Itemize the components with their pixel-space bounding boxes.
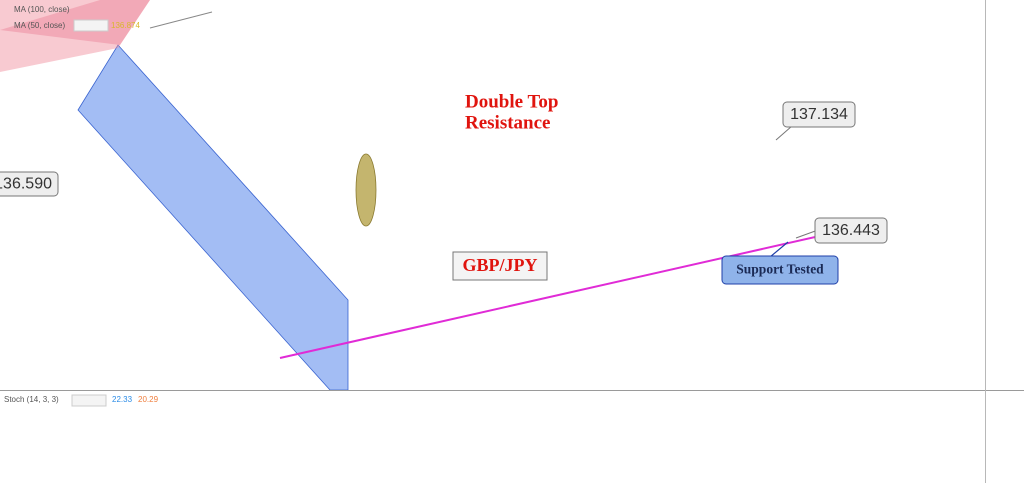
- stoch-d-value: 20.29: [138, 395, 159, 404]
- pair-box: [452, 251, 548, 281]
- legend-buttons[interactable]: [73, 19, 109, 32]
- callout-box: [0, 171, 59, 197]
- pair-label: GBP/JPY: [463, 255, 538, 275]
- callout-pointer: [795, 229, 819, 239]
- support-trendline: [279, 227, 856, 359]
- stoch-k-value: 22.33: [112, 395, 133, 404]
- annotation-resistance: Resistance: [465, 112, 550, 133]
- callout-box: [814, 217, 888, 244]
- support-label: Support Tested: [736, 262, 824, 277]
- callout-pointer: [775, 125, 793, 141]
- legend-buttons[interactable]: [71, 394, 107, 407]
- annotation-double-top: Double Top: [465, 91, 558, 112]
- pointer-line: [149, 11, 213, 29]
- triangle-pattern: [0, 0, 150, 72]
- legend-ma50-value: 136.874: [111, 21, 140, 30]
- callout-box: [782, 101, 856, 128]
- callout-left: 136.590: [0, 176, 52, 193]
- support-arrow: [769, 241, 789, 258]
- descending-channel: [77, 44, 349, 391]
- support-box: [721, 255, 839, 285]
- top-marker: [355, 153, 377, 227]
- legend-ma50: MA (50, close): [14, 21, 65, 30]
- legend-ma100: MA (100, close): [14, 5, 70, 14]
- callout-resistance: 137.134: [790, 106, 848, 123]
- stoch-title: Stoch (14, 3, 3): [4, 395, 59, 404]
- callout-support: 136.443: [822, 222, 880, 239]
